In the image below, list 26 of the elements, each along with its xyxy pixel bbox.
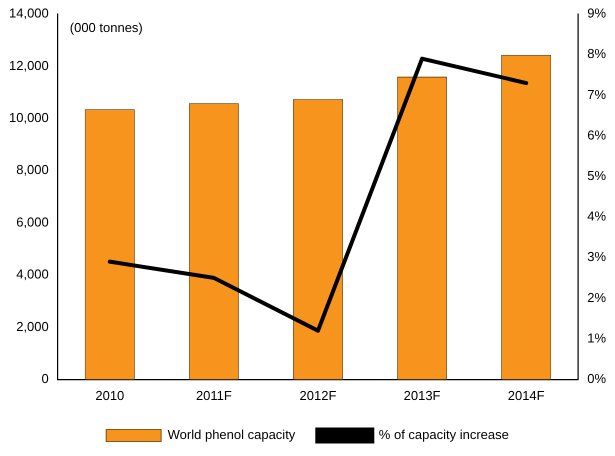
y-tick-label: 14,000 bbox=[8, 6, 49, 21]
y-tick-label: 12,000 bbox=[8, 58, 49, 73]
x-tick-label: 2014F bbox=[508, 388, 545, 403]
y-tick-label: 4,000 bbox=[16, 266, 49, 282]
y-tick-label: 6,000 bbox=[16, 214, 49, 230]
y2-tick-label: 0% bbox=[587, 370, 606, 386]
y2-tick-label: 5% bbox=[587, 168, 606, 183]
y2-tick-label: 2% bbox=[587, 290, 606, 305]
x-tick-label: 2010 bbox=[95, 388, 124, 403]
y-tick-label: 0 bbox=[42, 370, 49, 386]
y2-tick-label: 7% bbox=[587, 86, 606, 102]
y2-tick-label: 9% bbox=[587, 6, 606, 21]
y2-tick-label: 8% bbox=[587, 46, 606, 62]
legend-label: World phenol capacity bbox=[168, 427, 296, 442]
y2-tick-label: 1% bbox=[587, 330, 606, 346]
x-tick-label: 2013F bbox=[404, 388, 441, 403]
y-tick-label: 10,000 bbox=[8, 110, 49, 125]
x-tick-label: 2012F bbox=[300, 388, 336, 403]
x-tick-label: 2011F bbox=[196, 388, 232, 403]
annotation: (000 tonnes) bbox=[70, 20, 143, 36]
y2-tick-label: 6% bbox=[587, 127, 606, 142]
legend-label: % of capacity increase bbox=[378, 427, 509, 442]
y-tick-label: 8,000 bbox=[16, 162, 49, 178]
y-tick-label: 2,000 bbox=[16, 318, 49, 334]
y2-tick-label: 3% bbox=[587, 249, 606, 264]
y2-tick-label: 4% bbox=[587, 208, 606, 224]
